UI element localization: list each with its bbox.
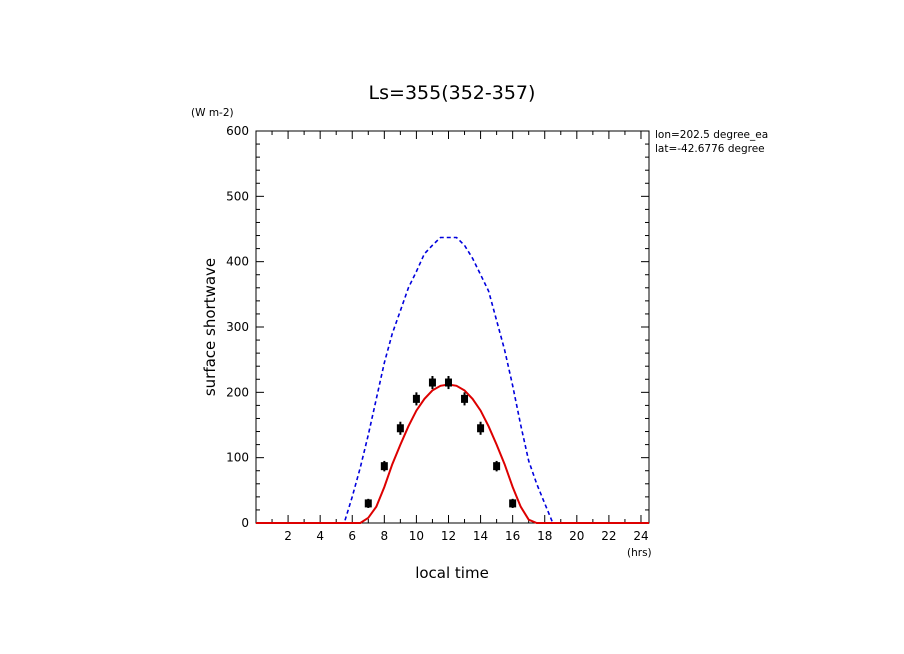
y-tick-label: 200 xyxy=(226,385,249,399)
y-unit-label: (W m-2) xyxy=(191,107,234,119)
data-point xyxy=(461,394,469,403)
data-point xyxy=(380,462,388,471)
x-tick-label: 20 xyxy=(569,529,584,543)
y-tick-label: 500 xyxy=(226,189,249,203)
y-tick-label: 300 xyxy=(226,320,249,334)
data-point xyxy=(477,424,485,433)
data-point xyxy=(396,424,404,433)
data-point xyxy=(509,499,517,508)
annotation-lon: lon=202.5 degree_ea xyxy=(655,129,768,141)
y-axis-label: surface shortwave xyxy=(201,258,219,396)
x-tick-label: 6 xyxy=(348,529,356,543)
data-point xyxy=(428,378,436,387)
data-point xyxy=(444,378,452,387)
x-tick-label: 2 xyxy=(284,529,292,543)
x-unit-label: (hrs) xyxy=(627,547,652,559)
y-tick-label: 100 xyxy=(226,451,249,465)
series-line-dashed xyxy=(256,236,649,524)
x-tick-label: 8 xyxy=(381,529,389,543)
y-tick-label: 0 xyxy=(241,516,249,530)
plot-area xyxy=(256,236,649,524)
x-tick-label: 18 xyxy=(537,529,552,543)
x-axis-label: local time xyxy=(415,564,489,582)
series-line-solid xyxy=(256,383,649,524)
chart-title: Ls=355(352-357) xyxy=(369,82,536,104)
data-point xyxy=(412,394,420,403)
x-tick-label: 24 xyxy=(633,529,648,543)
data-point xyxy=(493,462,501,471)
x-tick-label: 16 xyxy=(505,529,520,543)
x-tick-label: 4 xyxy=(316,529,324,543)
data-point xyxy=(364,499,372,508)
x-tick-label: 14 xyxy=(473,529,488,543)
x-tick-label: 10 xyxy=(409,529,424,543)
y-tick-label: 600 xyxy=(226,124,249,138)
y-tick-label: 400 xyxy=(226,255,249,269)
annotation-lat: lat=-42.6776 degree xyxy=(655,143,765,155)
x-tick-label: 22 xyxy=(601,529,616,543)
plot-frame xyxy=(255,130,650,524)
x-tick-label: 12 xyxy=(441,529,456,543)
